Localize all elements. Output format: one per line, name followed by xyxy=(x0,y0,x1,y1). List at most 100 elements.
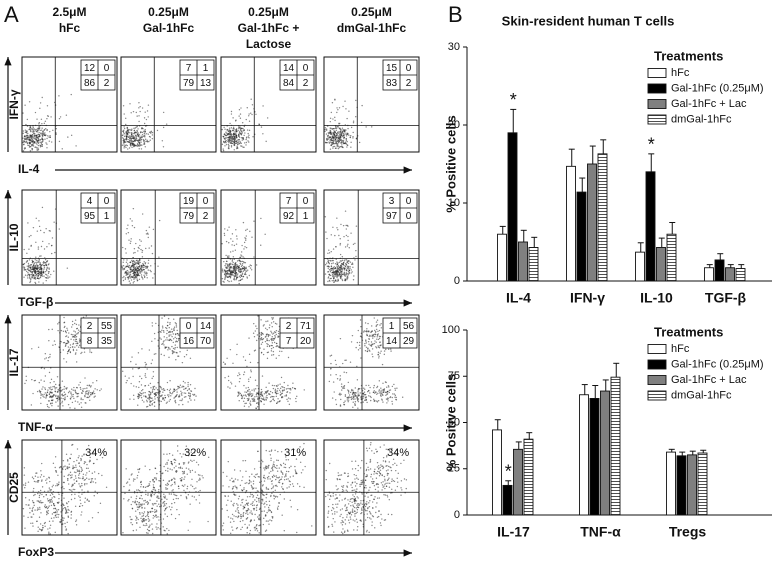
event-dot xyxy=(38,134,39,135)
event-dot xyxy=(148,134,149,135)
event-dot xyxy=(54,388,55,389)
event-dot xyxy=(44,267,45,268)
event-dot xyxy=(176,330,177,331)
event-dot xyxy=(343,225,344,226)
event-dot xyxy=(51,405,52,406)
event-dot xyxy=(26,271,27,272)
event-dot xyxy=(227,257,228,258)
event-dot xyxy=(273,354,274,355)
event-dot xyxy=(239,269,240,270)
event-dot xyxy=(151,508,152,509)
event-dot xyxy=(139,513,140,514)
event-dot xyxy=(68,474,69,475)
event-dot xyxy=(35,267,36,268)
event-dot xyxy=(343,386,344,387)
event-dot xyxy=(249,354,250,355)
event-dot xyxy=(135,516,136,517)
event-dot xyxy=(345,132,346,133)
event-dot xyxy=(45,264,46,265)
event-dot xyxy=(141,520,142,521)
event-dot xyxy=(375,342,376,343)
event-dot xyxy=(173,329,174,330)
event-dot xyxy=(62,405,63,406)
event-dot xyxy=(35,283,36,284)
event-dot xyxy=(138,132,139,133)
event-dot xyxy=(148,116,149,117)
event-dot xyxy=(154,401,155,402)
event-dot xyxy=(128,377,129,378)
event-dot xyxy=(179,464,180,465)
event-dot xyxy=(133,530,134,531)
event-dot xyxy=(275,332,276,333)
event-dot xyxy=(256,408,257,409)
event-dot xyxy=(332,397,333,398)
event-dot xyxy=(253,388,254,389)
event-dot xyxy=(145,377,146,378)
event-dot xyxy=(133,480,134,481)
event-dot xyxy=(168,484,169,485)
event-dot xyxy=(176,326,177,327)
event-dot xyxy=(233,269,234,270)
event-dot xyxy=(366,342,367,343)
event-dot xyxy=(238,259,239,260)
quadrant-value: 13 xyxy=(200,78,212,89)
event-dot xyxy=(78,477,79,478)
event-dot xyxy=(364,389,365,390)
event-dot xyxy=(123,147,124,148)
event-dot xyxy=(164,503,165,504)
event-dot xyxy=(90,392,91,393)
event-dot xyxy=(139,498,140,499)
event-dot xyxy=(243,356,244,357)
event-dot xyxy=(368,395,369,396)
event-dot xyxy=(129,281,130,282)
event-dot xyxy=(141,390,142,391)
event-dot xyxy=(130,241,131,242)
event-dot xyxy=(49,140,50,141)
event-dot xyxy=(129,265,130,266)
event-dot xyxy=(39,517,40,518)
event-dot xyxy=(49,135,50,136)
event-dot xyxy=(184,476,185,477)
event-dot xyxy=(232,259,233,260)
event-dot xyxy=(74,494,75,495)
event-dot xyxy=(41,127,42,128)
event-dot xyxy=(325,264,326,265)
event-dot xyxy=(147,495,148,496)
event-dot xyxy=(162,140,163,141)
event-dot xyxy=(55,344,56,345)
event-dot xyxy=(67,396,68,397)
event-dot xyxy=(154,333,155,334)
event-dot xyxy=(243,248,244,249)
event-dot xyxy=(227,276,228,277)
event-dot xyxy=(29,508,30,509)
event-dot xyxy=(139,111,140,112)
quadrant-value: 15 xyxy=(386,63,398,74)
event-dot xyxy=(141,144,142,145)
quadrant-value: 1 xyxy=(389,321,395,332)
event-dot xyxy=(175,334,176,335)
event-dot xyxy=(37,147,38,148)
event-dot xyxy=(36,149,37,150)
event-dot xyxy=(225,132,226,133)
event-dot xyxy=(69,467,70,468)
event-dot xyxy=(151,131,152,132)
event-dot xyxy=(99,390,100,391)
event-dot xyxy=(51,493,52,494)
event-dot xyxy=(378,357,379,358)
event-dot xyxy=(39,502,40,503)
event-dot xyxy=(244,237,245,238)
event-dot xyxy=(156,510,157,511)
quadrant-value: 0 xyxy=(406,63,412,74)
event-dot xyxy=(44,358,45,359)
event-dot xyxy=(40,269,41,270)
event-dot xyxy=(386,402,387,403)
event-dot xyxy=(141,516,142,517)
event-dot xyxy=(266,339,267,340)
event-dot xyxy=(276,334,277,335)
event-dot xyxy=(123,105,124,106)
event-dot xyxy=(157,389,158,390)
event-dot xyxy=(150,140,151,141)
event-dot xyxy=(64,326,65,327)
event-dot xyxy=(79,340,80,341)
event-dot xyxy=(267,397,268,398)
